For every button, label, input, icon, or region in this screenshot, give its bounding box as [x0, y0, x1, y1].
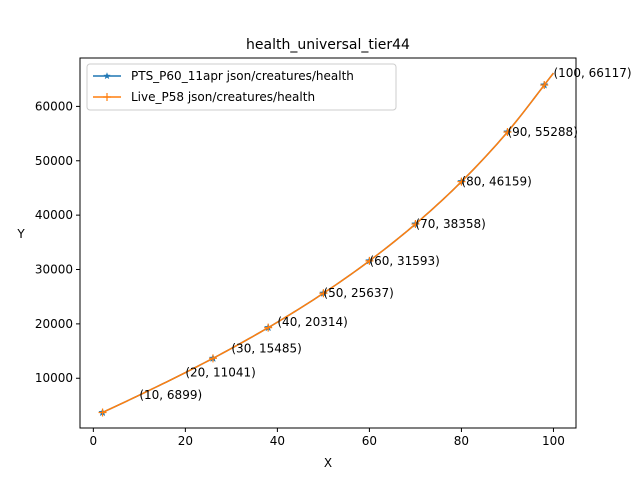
data-point-marker [365, 256, 374, 265]
series-line-2 [102, 72, 555, 414]
data-label: (60, 31593) [369, 254, 439, 268]
legend-marker-2 [103, 93, 111, 101]
y-tick-label: 10000 [35, 371, 73, 385]
legend-label-1: PTS_P60_11apr json/creatures/health [131, 69, 354, 83]
data-label: (20, 11041) [185, 366, 255, 380]
data-label: (90, 55288) [507, 125, 577, 139]
x-tick-label: 80 [454, 434, 469, 448]
legend: PTS_P60_11apr json/creatures/health Live_… [86, 63, 397, 111]
data-point-marker [503, 128, 512, 137]
legend-marker-1 [103, 72, 111, 80]
data-point-marker [98, 408, 107, 417]
x-tick-label: 100 [542, 434, 565, 448]
annotation-layer: (10, 6899) (20, 11041) (30, 15485) (40, 203… [139, 66, 631, 402]
data-label: (80, 46159) [461, 175, 531, 189]
x-tick-label: 20 [178, 434, 193, 448]
x-tick-label: 0 [90, 434, 98, 448]
data-label: (40, 20314) [277, 315, 347, 329]
plot-background [80, 58, 576, 428]
x-tick-label: 60 [362, 434, 377, 448]
data-point-marker [208, 354, 217, 363]
data-point-marker [319, 289, 328, 298]
y-tick-label: 20000 [35, 317, 73, 331]
plot-area [80, 58, 576, 428]
y-tick-label: 50000 [35, 154, 73, 168]
chart-title: health_universal_tier44 [246, 37, 410, 53]
data-label: (70, 38358) [415, 217, 485, 231]
data-point-marker [411, 220, 420, 229]
axes-frame [79, 57, 577, 429]
data-point-marker [540, 81, 549, 90]
data-label: (100, 66117) [553, 66, 631, 80]
legend-label-2: Live_P58 json/creatures/health [131, 90, 315, 104]
legend-box [86, 63, 397, 111]
x-axis-label: X [324, 456, 332, 470]
axes-layer: 0 20 40 60 80 100 10000 20000 30000 40000 50000 600… [35, 57, 577, 448]
data-label: (50, 25637) [323, 286, 393, 300]
y-tick-label: 60000 [35, 99, 73, 113]
y-axis-label: Y [16, 227, 25, 241]
y-tick-label: 30000 [35, 263, 73, 277]
data-point-marker [264, 323, 273, 332]
y-tick-label: 40000 [35, 208, 73, 222]
data-label: (30, 15485) [231, 341, 301, 355]
data-label: (10, 6899) [139, 388, 202, 402]
data-point-marker [457, 177, 466, 186]
series-layer [98, 72, 555, 417]
x-tick-label: 40 [270, 434, 285, 448]
series-2 [98, 72, 555, 417]
